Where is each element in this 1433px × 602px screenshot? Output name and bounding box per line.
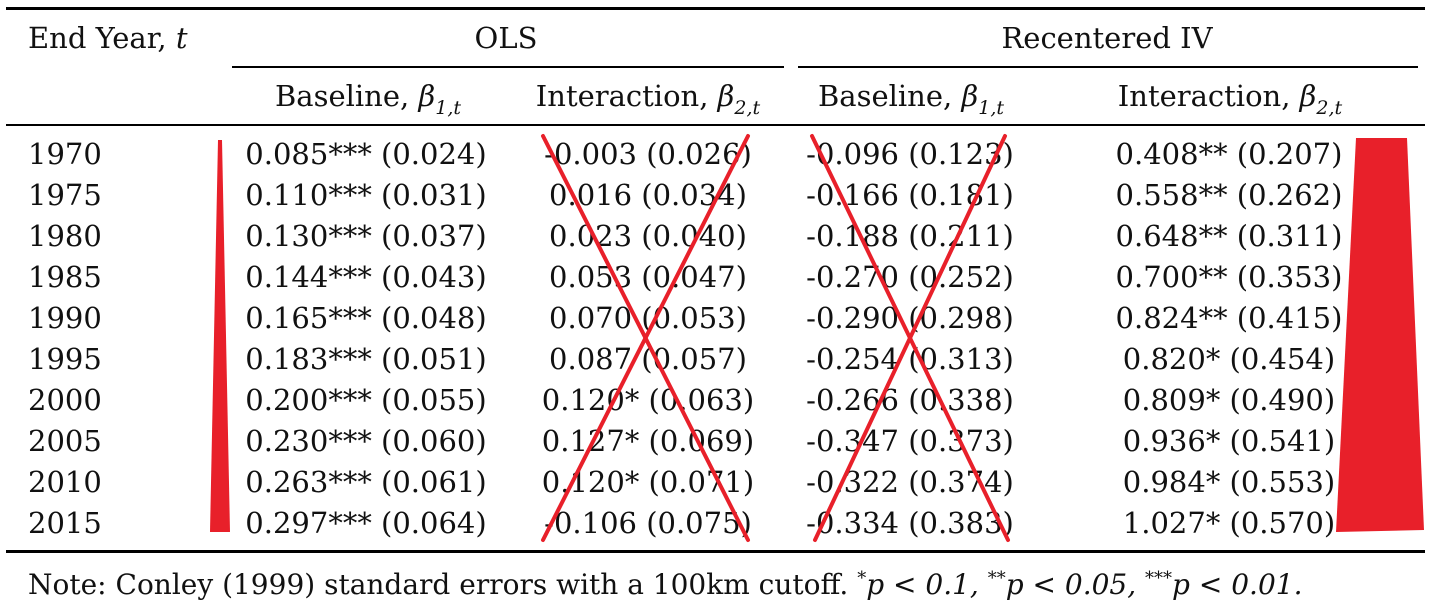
- iv-int-cell: 0.408** (0.207): [1115, 137, 1343, 171]
- iv-base-cell: -0.347 (0.373): [806, 424, 1014, 458]
- ols-base-cell: 0.110*** (0.031): [245, 178, 487, 212]
- iv-int-cell: 0.936* (0.541): [1122, 424, 1336, 458]
- year-cell: 1980: [28, 219, 102, 253]
- header-rule: [6, 124, 1425, 126]
- iv-base-cell: -0.270 (0.252): [806, 260, 1014, 294]
- iv-cmidrule: [798, 66, 1418, 68]
- end-year-header: End Year, t: [28, 21, 187, 55]
- year-cell: 1985: [28, 260, 102, 294]
- iv-base-cell: -0.188 (0.211): [806, 219, 1014, 253]
- year-cell: 2005: [28, 424, 102, 458]
- top-rule: [6, 7, 1425, 10]
- ols-cmidrule: [232, 66, 784, 68]
- end-year-variable: t: [175, 21, 188, 55]
- ols-int-cell: 0.127* (0.069): [541, 424, 755, 458]
- iv-header: Recentered IV: [1001, 21, 1213, 55]
- year-cell: 1975: [28, 178, 102, 212]
- ols-interaction-header: Interaction, β2,t: [535, 79, 761, 119]
- year-cell: 2015: [28, 506, 102, 540]
- iv-baseline-header: Baseline, β1,t: [817, 79, 1005, 119]
- ols-base-cell: 0.085*** (0.024): [245, 137, 487, 171]
- ols-int-cell: 0.087 (0.057): [549, 342, 747, 376]
- iv-int-cell: 0.700** (0.353): [1115, 260, 1343, 294]
- ols-base-cell: 0.183*** (0.051): [245, 342, 487, 376]
- year-cell: 2010: [28, 465, 102, 499]
- iv-int-cell: 0.984* (0.553): [1122, 465, 1336, 499]
- ols-header: OLS: [474, 21, 538, 55]
- iv-base-cell: -0.266 (0.338): [806, 383, 1014, 417]
- ols-int-cell: 0.023 (0.040): [549, 219, 747, 253]
- iv-base-cell: -0.096 (0.123): [806, 137, 1014, 171]
- iv-int-cell: 0.820* (0.454): [1122, 342, 1336, 376]
- ols-int-cell: 0.120* (0.063): [541, 383, 755, 417]
- iv-base-cell: -0.334 (0.383): [806, 506, 1014, 540]
- ols-base-cell: 0.165*** (0.048): [245, 301, 487, 335]
- red-wedge-left: [210, 140, 230, 532]
- ols-base-cell: 0.200*** (0.055): [245, 383, 487, 417]
- iv-int-cell: 0.824** (0.415): [1115, 301, 1343, 335]
- iv-int-cell: 0.648** (0.311): [1115, 219, 1343, 253]
- red-wedge-right: [1336, 138, 1424, 532]
- ols-int-cell: 0.053 (0.047): [549, 260, 747, 294]
- year-cell: 2000: [28, 383, 102, 417]
- end-year-label: End Year,: [28, 21, 176, 55]
- iv-base-cell: -0.290 (0.298): [806, 301, 1014, 335]
- ols-base-cell: 0.263*** (0.061): [245, 465, 487, 499]
- ols-base-cell: 0.130*** (0.037): [245, 219, 487, 253]
- ols-base-cell: 0.297*** (0.064): [245, 506, 487, 540]
- year-cell: 1990: [28, 301, 102, 335]
- table-note: Note: Conley (1999) standard errors with…: [28, 568, 1303, 601]
- ols-interaction-cross-b: [541, 134, 750, 542]
- ols-base-cell: 0.144*** (0.043): [245, 260, 487, 294]
- bottom-rule: [6, 550, 1425, 553]
- year-cell: 1970: [28, 137, 102, 171]
- ols-base-cell: 0.230*** (0.060): [245, 424, 487, 458]
- iv-baseline-cross-b: [813, 134, 1007, 542]
- year-cell: 1995: [28, 342, 102, 376]
- ols-int-cell: -0.106 (0.075): [544, 506, 752, 540]
- iv-int-cell: 0.558** (0.262): [1115, 178, 1343, 212]
- ols-int-cell: -0.003 (0.026): [544, 137, 752, 171]
- iv-int-cell: 1.027* (0.570): [1122, 506, 1336, 540]
- iv-interaction-header: Interaction, β2,t: [1117, 79, 1343, 119]
- iv-base-cell: -0.254 (0.313): [806, 342, 1014, 376]
- iv-int-cell: 0.809* (0.490): [1122, 383, 1336, 417]
- ols-baseline-header: Baseline, β1,t: [274, 79, 462, 119]
